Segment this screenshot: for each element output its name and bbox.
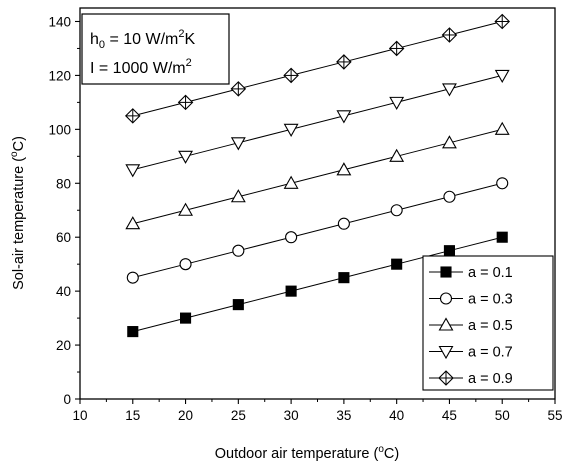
y-tick-label: 20 [56, 338, 71, 353]
series-line [132, 20, 503, 117]
legend-item: a = 0.9 [429, 370, 513, 387]
data-point [442, 83, 457, 97]
legend: a = 0.1 a = 0.3 a = 0.5 a = 0.7 a = 0.9 [422, 255, 554, 391]
data-point [179, 258, 192, 271]
legend-item: a = 0.7 [429, 345, 513, 361]
data-point [391, 258, 403, 270]
plot-frame [79, 7, 556, 400]
data-point [230, 189, 246, 203]
y-tick-label: 140 [48, 14, 71, 29]
data-point [389, 148, 405, 162]
series-3 [125, 121, 510, 230]
data-point [496, 177, 509, 190]
x-tick-label: 20 [178, 408, 193, 423]
legend-marker [440, 266, 452, 278]
data-point [285, 285, 297, 297]
x-axis-label: Outdoor air temperature (oC) [215, 444, 399, 462]
x-tick-label: 50 [495, 408, 510, 423]
data-point [443, 245, 455, 257]
legend-label: a = 0.5 [468, 318, 513, 334]
x-tick-label: 30 [284, 408, 299, 423]
x-tick-label: 55 [547, 408, 562, 423]
legend-marker [438, 345, 454, 360]
legend-label: a = 0.1 [468, 265, 513, 281]
data-point [441, 27, 458, 43]
data-point [285, 231, 298, 244]
data-point [178, 150, 193, 164]
y-axis-label: Sol-air temperature (oC) [9, 136, 27, 290]
series-5 [124, 13, 511, 124]
data-point [177, 94, 194, 111]
y-tick-label: 100 [48, 122, 71, 137]
legend-label: a = 0.7 [468, 345, 513, 361]
data-point [283, 123, 299, 137]
y-tick-label: 80 [56, 176, 71, 191]
series-line [132, 128, 503, 225]
x-tick-label: 25 [231, 408, 246, 423]
x-tick-label: 45 [442, 408, 457, 423]
annotation-frame [81, 13, 230, 85]
irradiance-label: I = 1000 W/m2 [90, 57, 192, 77]
convective-coefficient-label: h0 = 10 W/m2K [90, 28, 196, 51]
y-tick-label: 40 [56, 284, 71, 299]
data-point [494, 121, 510, 135]
series-line [132, 182, 503, 279]
legend-label: a = 0.9 [468, 371, 513, 387]
data-point [336, 162, 352, 176]
legend-marker [439, 292, 453, 305]
x-tick-label: 15 [125, 408, 140, 423]
x-tick-label: 35 [336, 408, 351, 423]
series-2 [126, 177, 509, 284]
legend-item: a = 0.1 [429, 265, 513, 281]
series-line [132, 236, 503, 333]
data-point [337, 217, 350, 230]
data-point [283, 67, 299, 84]
series-4 [125, 69, 510, 178]
legend-marker [438, 317, 454, 331]
data-point [388, 40, 405, 57]
data-point [180, 312, 192, 324]
data-point [232, 299, 244, 311]
data-point [125, 216, 141, 230]
data-point [336, 54, 352, 70]
data-point [496, 231, 508, 243]
legend-label: a = 0.3 [468, 292, 513, 308]
legend-item: a = 0.5 [429, 317, 513, 334]
legend-item: a = 0.3 [429, 292, 513, 308]
y-tick-label: 0 [63, 392, 71, 407]
data-point [338, 272, 350, 284]
legend-marker [438, 370, 454, 386]
data-point [178, 202, 193, 216]
data-point [443, 190, 456, 203]
y-tick-label: 120 [48, 68, 71, 83]
x-tick-label: 10 [72, 408, 87, 423]
data-point [390, 204, 403, 217]
data-point [125, 164, 141, 178]
data-point [494, 69, 510, 84]
x-tick-label: 40 [389, 408, 404, 423]
series-1 [127, 231, 508, 338]
data-point [442, 135, 457, 149]
data-point [389, 96, 405, 110]
data-point [230, 137, 246, 151]
data-point [494, 13, 511, 30]
series-layer [124, 13, 511, 338]
annotation-box: h0 = 10 W/m2K I = 1000 W/m2 [81, 13, 230, 85]
axis-ticks: 10 15 20 25 30 35 40 45 50 55 0 20 40 60 80 100 120 140 [48, 14, 562, 423]
data-point [127, 326, 139, 338]
data-point [126, 271, 139, 284]
data-point [124, 108, 141, 124]
data-point [283, 175, 299, 189]
series-line [132, 74, 503, 171]
data-point [230, 81, 247, 97]
data-point [336, 110, 352, 124]
y-tick-label: 60 [56, 230, 71, 245]
data-point [232, 244, 245, 257]
